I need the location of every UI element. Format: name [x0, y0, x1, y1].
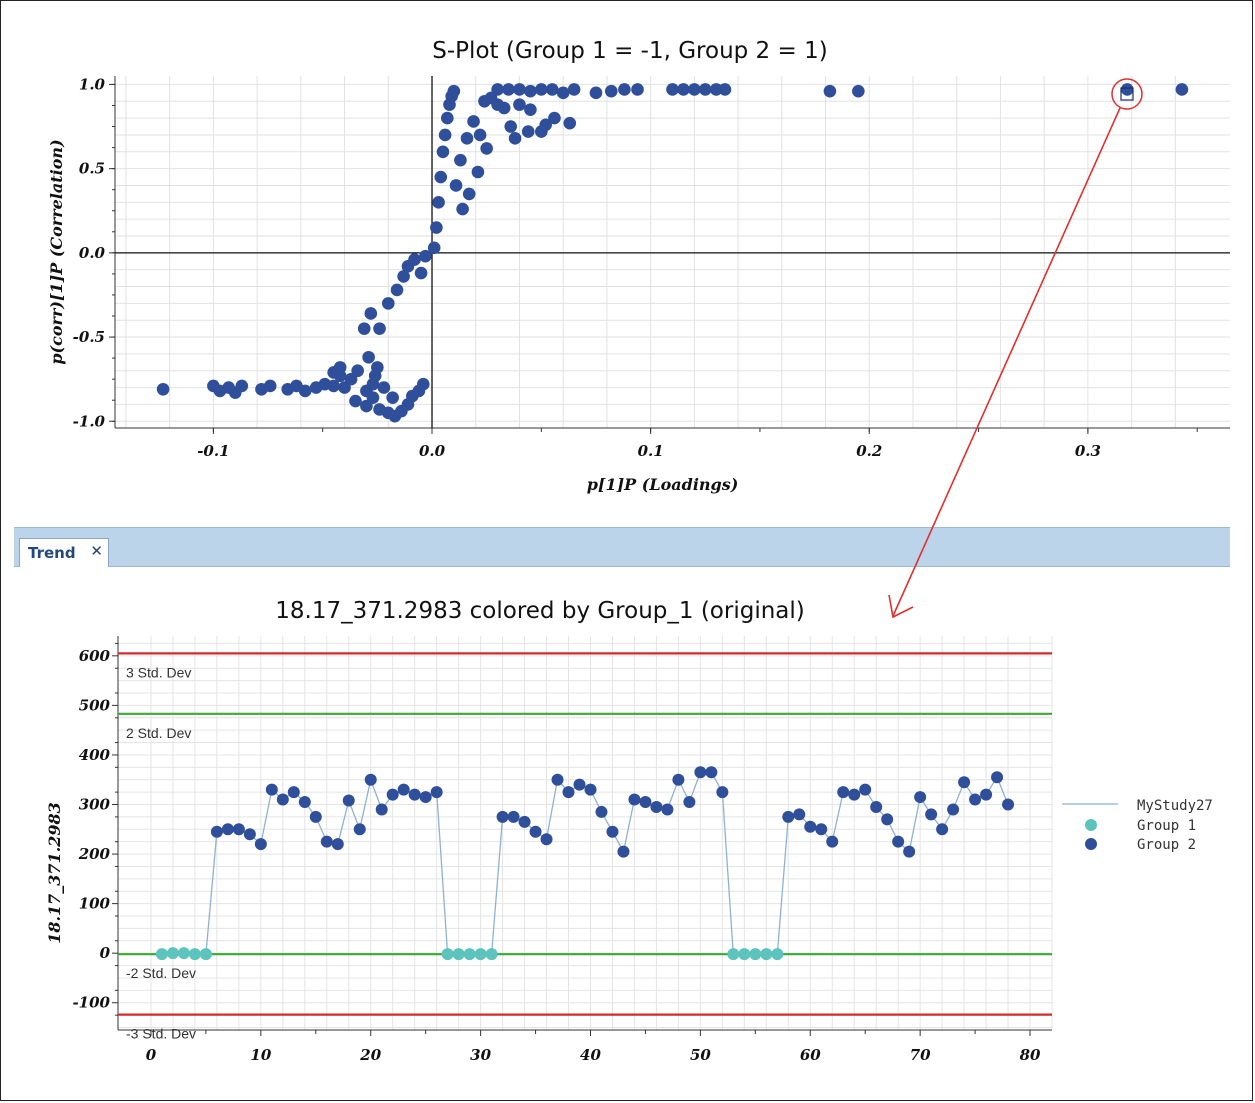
data-point	[618, 83, 631, 96]
y-tick-label: 1.0	[79, 75, 106, 93]
data-point	[631, 83, 644, 96]
data-point	[432, 196, 445, 209]
data-point	[471, 165, 485, 179]
data-point	[386, 391, 399, 404]
data-point	[456, 202, 469, 216]
data-point	[414, 266, 428, 280]
data-point	[666, 83, 679, 96]
data-point	[508, 132, 522, 145]
x-axis-label: p[1]P (Loadings)	[587, 475, 739, 494]
data-point	[362, 350, 375, 364]
data-point	[462, 187, 476, 201]
data-point	[1175, 83, 1189, 96]
data-point	[535, 83, 548, 96]
data-point	[677, 83, 690, 96]
data-point	[381, 297, 395, 310]
data-point	[539, 118, 552, 132]
data-point	[364, 307, 378, 320]
data-point	[366, 391, 380, 404]
data-point	[377, 381, 391, 394]
data-point	[349, 394, 362, 408]
data-point	[823, 84, 837, 98]
splot-grid	[115, 76, 1230, 428]
data-point	[1120, 83, 1134, 96]
data-point	[438, 128, 452, 142]
data-point	[235, 379, 249, 393]
data-point	[852, 84, 865, 98]
data-point	[397, 270, 410, 283]
data-point	[698, 83, 712, 96]
data-point	[454, 153, 467, 167]
x-tick-label: 0.3	[1075, 442, 1101, 460]
y-tick-label: -1.0	[73, 412, 106, 430]
data-point	[718, 83, 732, 96]
data-point	[436, 145, 450, 159]
x-tick-label: 0.1	[638, 442, 664, 460]
data-point	[604, 84, 618, 98]
trend-title: 18.17_371.2983 colored by Group_1 (origi…	[275, 598, 805, 624]
data-point	[408, 253, 421, 266]
splot-chart: -0.1 0.0 0.1 0.2 0.3 1.0 0.5 0.0 -0.5 -1.0 p[1]P (…	[47, 75, 1230, 494]
y-tick-label: 0.0	[79, 244, 106, 262]
data-point	[521, 125, 535, 138]
x-tick-label: 0.2	[856, 442, 882, 460]
y-axis-label: p(corr)[1]P (Correlation)	[47, 139, 66, 364]
data-point	[427, 241, 441, 255]
data-point	[567, 83, 581, 96]
data-point	[390, 283, 404, 297]
data-point	[491, 83, 504, 96]
tab-bar: Trend ✕	[14, 527, 1230, 567]
data-point	[504, 120, 518, 133]
data-point	[688, 83, 701, 96]
data-point	[156, 382, 170, 396]
data-point	[327, 379, 340, 393]
data-point	[502, 83, 515, 96]
data-point	[563, 116, 577, 130]
data-point	[497, 101, 511, 115]
data-point	[263, 379, 277, 393]
splot-points	[156, 83, 1189, 423]
x-tick-label: -0.1	[197, 442, 229, 460]
data-point	[441, 111, 454, 125]
data-point	[467, 115, 480, 128]
y-tick-label: -0.5	[73, 328, 105, 346]
data-point	[357, 322, 371, 335]
data-point	[447, 84, 461, 98]
data-point	[545, 83, 559, 96]
data-point	[434, 170, 448, 184]
data-point	[709, 83, 723, 96]
data-point	[524, 84, 537, 98]
data-point	[419, 249, 432, 263]
close-icon[interactable]: ✕	[90, 542, 103, 560]
data-point	[589, 86, 603, 100]
data-point	[298, 384, 312, 398]
data-point	[473, 128, 487, 142]
data-point	[548, 111, 561, 125]
data-point	[556, 86, 570, 100]
data-point	[430, 221, 443, 234]
data-point	[449, 179, 463, 192]
data-point	[416, 377, 430, 391]
data-point	[351, 364, 364, 378]
data-point	[480, 142, 493, 155]
data-point	[327, 366, 340, 379]
data-point	[373, 322, 386, 335]
data-point	[524, 103, 537, 116]
data-point	[368, 369, 382, 383]
y-tick-label: 0.5	[79, 160, 105, 178]
data-point	[513, 98, 526, 111]
splot-title: S-Plot (Group 1 = -1, Group 2 = 1)	[432, 38, 828, 64]
data-point	[513, 83, 526, 96]
tab-trend[interactable]: Trend ✕	[19, 538, 109, 567]
x-tick-label: 0.0	[419, 442, 446, 460]
data-point	[460, 132, 474, 145]
